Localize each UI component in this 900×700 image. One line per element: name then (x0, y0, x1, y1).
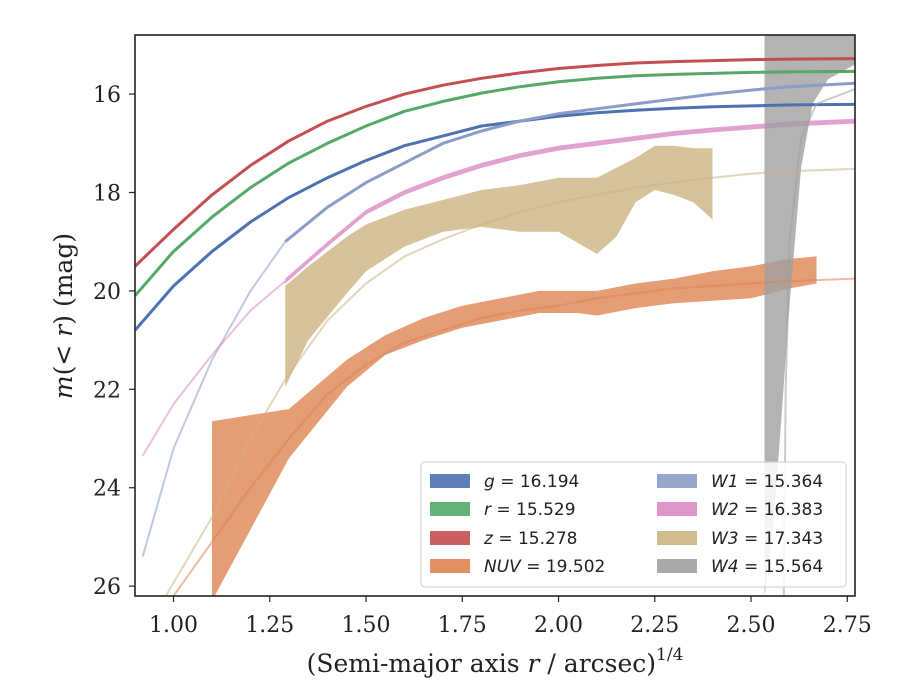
series-g-line (135, 102, 855, 332)
legend: g = 16.194 r = 15.529 z = 15.278 NUV = 19.5… (430, 472, 823, 577)
legend-swatch-nuv (430, 559, 470, 573)
series-z-line (135, 57, 855, 268)
x-tick-label: 1.00 (149, 613, 198, 638)
y-tick-label: 20 (93, 280, 121, 305)
x-tick-label: 2.00 (534, 613, 583, 638)
series-w4-band (764, 35, 855, 596)
legend-swatch-g (430, 474, 470, 488)
series-w3-extrapolation (164, 167, 855, 596)
legend-label-r: r = 15.529 (484, 500, 576, 520)
x-tick-label: 2.50 (727, 613, 776, 638)
legend-label-g: g = 16.194 (484, 472, 579, 492)
legend-label-w3: W3 = 17.343 (711, 529, 823, 549)
series-w4-extrapolation (782, 88, 855, 596)
series-w1-line (284, 81, 855, 243)
legend-swatch-w3 (657, 531, 697, 545)
y-tick-label: 22 (93, 378, 121, 403)
y-axis: 16 18 20 22 24 26 (93, 83, 135, 600)
legend-swatch-w2 (657, 502, 697, 516)
y-tick-label: 16 (93, 83, 121, 108)
series-w3-band (285, 145, 713, 387)
legend-box (420, 461, 847, 588)
x-tick-label: 1.75 (438, 613, 487, 638)
x-tick-label: 2.75 (823, 613, 872, 638)
y-tick-label: 26 (93, 575, 121, 600)
x-axis-title: (Semi-major axis r / arcsec)1/4 (307, 645, 684, 678)
series-nuv-extrapolation (172, 277, 855, 596)
series-bands (212, 35, 855, 596)
plot-frame (134, 34, 856, 597)
legend-swatch-w4 (657, 559, 697, 573)
x-tick-label: 2.25 (630, 613, 679, 638)
legend-label-w4: W4 = 15.564 (711, 557, 823, 577)
legend-label-z: z = 15.278 (483, 529, 577, 549)
series-lines (135, 57, 855, 596)
series-r-line (135, 69, 855, 297)
y-tick-label: 18 (93, 181, 121, 206)
x-tick-label: 1.50 (342, 613, 391, 638)
legend-swatch-w1 (657, 474, 697, 488)
x-tick-label: 1.25 (245, 613, 294, 638)
legend-label-w2: W2 = 16.383 (711, 500, 823, 520)
series-w2-extrapolation (141, 280, 286, 457)
legend-label-nuv: NUV = 19.502 (484, 557, 605, 577)
legend-swatch-z (430, 531, 470, 545)
x-axis: 1.00 1.25 1.50 1.75 2.00 2.25 2.50 2.75 (149, 596, 872, 638)
legend-swatch-r (430, 502, 470, 516)
series-nuv-band (212, 256, 817, 596)
legend-label-w1: W1 = 15.364 (711, 472, 823, 492)
y-axis-title: m(< r) (mag) (49, 233, 78, 399)
series-w1-extrapolation (141, 241, 287, 557)
y-tick-label: 24 (93, 477, 121, 502)
